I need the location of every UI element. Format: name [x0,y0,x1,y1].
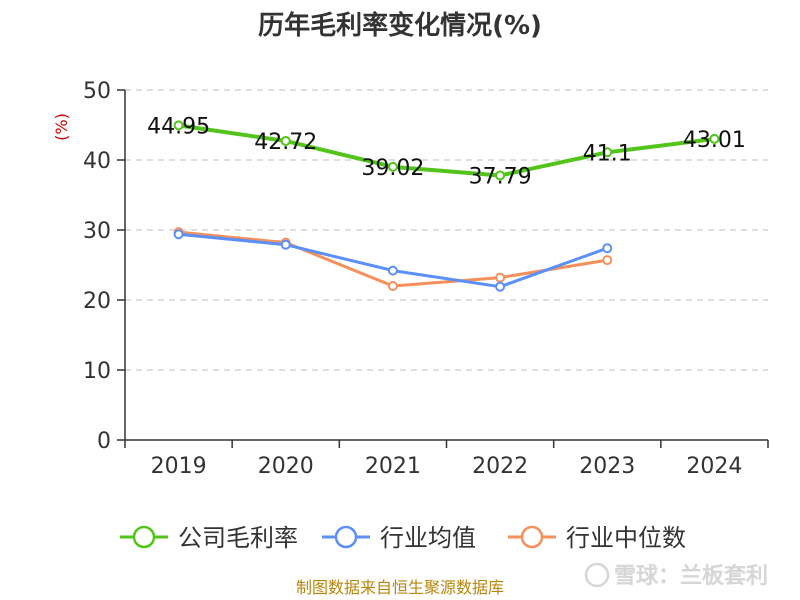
data-label: 44.95 [147,114,210,139]
legend-marker-icon [334,525,358,549]
watermark: 雪球：兰板套利 [584,562,768,589]
data-labels: 44.95 42.72 39.02 37.79 41.1 43.01 [147,114,746,189]
data-point[interactable] [495,170,506,181]
axes: 0 10 20 30 40 50 2019 2020 2021 2022 2023 2024 [83,79,769,479]
data-point[interactable] [280,239,291,250]
series-layer [173,120,720,292]
gridlines [125,89,768,371]
x-tick-label: 2021 [365,454,421,479]
x-tick-label: 2023 [579,454,635,479]
series-1 [173,229,613,292]
y-tick-label: 0 [97,429,111,454]
data-point[interactable] [709,133,720,144]
data-label: 41.1 [583,141,632,166]
data-label: 39.02 [361,156,424,181]
y-axis-label: (%) [52,113,71,141]
legend-item-1[interactable]: 行业均值 [322,524,476,552]
data-point[interactable] [495,272,506,283]
y-tick-label: 20 [83,289,111,314]
source-note: 制图数据来自恒生聚源数据库 [296,578,504,597]
x-tick-label: 2020 [258,454,314,479]
data-point[interactable] [602,147,613,158]
watermark-text: 雪球：兰板套利 [614,563,768,589]
y-tick-label: 10 [83,359,111,384]
x-tick-label: 2024 [686,454,742,479]
legend-label: 行业均值 [380,524,476,552]
x-tick-label: 2019 [151,454,207,479]
data-label: 43.01 [683,128,746,153]
series-line [178,232,608,289]
snowball-logo-icon [584,562,610,588]
y-tick-label: 40 [83,149,111,174]
x-tick-label: 2022 [472,454,528,479]
data-label: 42.72 [254,130,317,155]
legend-marker-icon [520,525,544,549]
data-point[interactable] [173,120,184,131]
legend-label: 公司毛利率 [178,524,298,552]
series-2 [173,227,613,291]
legend-marker-icon [132,525,156,549]
legend[interactable]: 公司毛利率 行业均值 行业中位数 [120,524,686,552]
data-point[interactable] [387,161,398,172]
data-point[interactable] [387,281,398,291]
data-point[interactable] [495,281,506,292]
y-tick-label: 50 [83,79,111,104]
data-point[interactable] [602,243,613,254]
legend-item-0[interactable]: 公司毛利率 [120,524,298,552]
legend-item-2[interactable]: 行业中位数 [508,524,686,552]
data-label: 37.79 [469,164,532,189]
series-0 [173,120,720,181]
chart-title: 历年毛利率变化情况(%) [258,10,542,41]
data-point[interactable] [173,229,184,240]
series-line [178,123,715,178]
legend-label: 行业中位数 [566,524,686,552]
y-tick-label: 30 [83,219,111,244]
data-point[interactable] [280,135,291,146]
data-point[interactable] [602,255,613,266]
data-point[interactable] [387,265,398,276]
